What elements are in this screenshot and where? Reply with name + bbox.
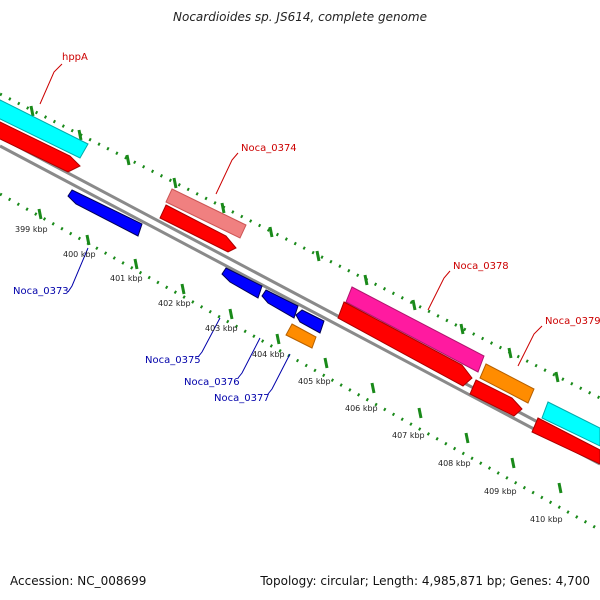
gene-noca-0378	[345, 286, 485, 373]
gene-noca-0374	[165, 188, 247, 239]
label-noca-0379: Noca_0379	[545, 316, 600, 327]
major-tick	[268, 226, 274, 238]
kbp-label: 406 kbp	[345, 404, 378, 413]
accession-text: Accession: NC_008699	[10, 574, 147, 588]
kbp-label: 402 kbp	[158, 299, 191, 308]
gene-cds-3	[337, 301, 473, 387]
major-tick	[315, 250, 321, 262]
major-tick	[228, 308, 234, 320]
gene-noca-0379	[479, 363, 535, 404]
topology-summary: Topology: circular; Length: 4,985,871 bp…	[260, 574, 590, 588]
kbp-label: 410 kbp	[530, 515, 563, 524]
major-tick	[554, 371, 560, 383]
major-tick	[370, 382, 376, 394]
kbp-label: 403 kbp	[205, 324, 238, 333]
gene-track-lower	[67, 189, 325, 349]
gene-cds-4	[469, 379, 523, 417]
major-tick	[323, 357, 329, 369]
kbp-label: 407 kbp	[392, 431, 425, 440]
gene-noca-0373	[67, 189, 143, 237]
major-tick	[464, 432, 470, 444]
kbp-label: 401 kbp	[110, 274, 143, 283]
label-leaders-upper	[39, 63, 543, 367]
label-noca-0377: Noca_0377	[214, 393, 270, 404]
gene-hppA	[0, 99, 89, 159]
major-tick	[133, 258, 139, 270]
gene-cds-5	[531, 417, 600, 465]
major-tick	[77, 129, 83, 141]
gene-cyan-right	[541, 401, 600, 447]
gene-cds-2	[159, 204, 237, 253]
major-tick	[220, 202, 226, 214]
gene-track-upper	[0, 99, 600, 465]
backbone-line-bottom	[0, 144, 600, 466]
major-tick	[557, 482, 563, 494]
label-noca-0378: Noca_0378	[453, 261, 509, 272]
major-tick	[417, 407, 423, 419]
label-hppA: hppA	[62, 52, 88, 63]
outer-tick-track	[0, 92, 600, 400]
major-tick	[85, 234, 91, 246]
major-tick	[507, 347, 513, 359]
major-tick	[363, 274, 369, 286]
label-noca-0376: Noca_0376	[184, 377, 240, 388]
gene-noca-0376	[261, 289, 299, 319]
kbp-label: 404 kbp	[252, 350, 285, 359]
major-tick	[172, 177, 178, 189]
kbp-label: 409 kbp	[484, 487, 517, 496]
label-leaders-lower	[67, 247, 291, 395]
gene-cds-1	[0, 121, 81, 173]
gene-noca-0375	[221, 267, 263, 299]
gene-noca-0377	[285, 323, 317, 349]
kbp-label: 408 kbp	[438, 459, 471, 468]
major-tick	[37, 208, 43, 220]
major-tick	[29, 105, 35, 117]
major-tick	[411, 299, 417, 311]
major-ticks	[29, 105, 563, 494]
kbp-label: 405 kbp	[298, 377, 331, 386]
map-title: Nocardioides sp. JS614, complete genome	[173, 10, 427, 24]
label-noca-0374: Noca_0374	[241, 143, 297, 154]
label-noca-0375: Noca_0375	[145, 355, 201, 366]
major-tick	[275, 333, 281, 345]
major-tick	[510, 457, 516, 469]
kbp-label: 400 kbp	[63, 250, 96, 259]
label-noca-0373: Noca_0373	[13, 286, 69, 297]
major-tick	[459, 323, 465, 335]
major-tick	[180, 283, 186, 295]
major-tick	[125, 154, 131, 166]
gene-small-blue	[295, 309, 325, 334]
kbp-label: 399 kbp	[15, 225, 48, 234]
